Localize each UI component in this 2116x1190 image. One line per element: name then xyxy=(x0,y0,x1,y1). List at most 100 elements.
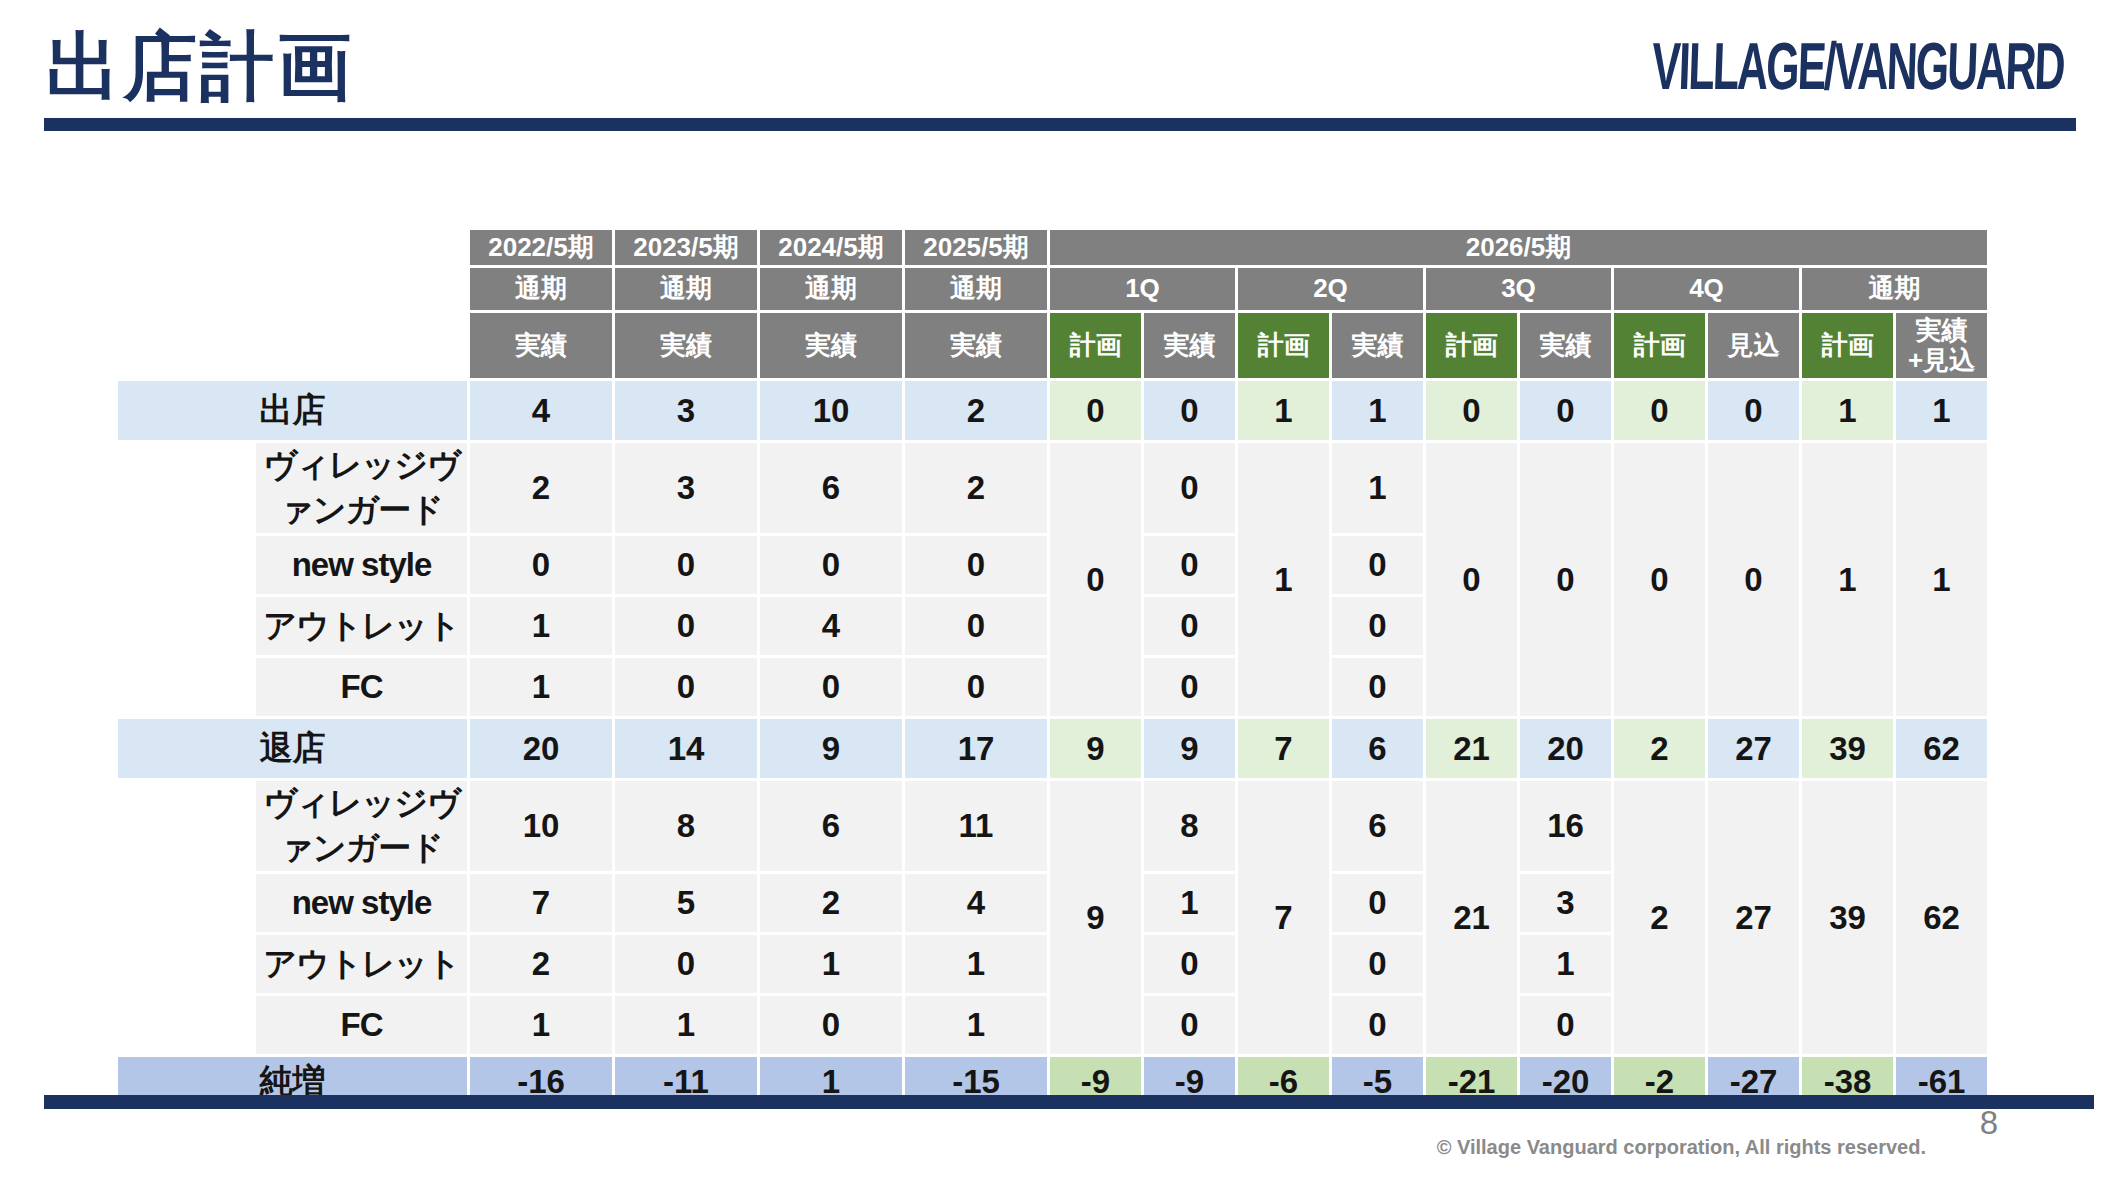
data-cell: 0 xyxy=(759,657,904,718)
data-cell: 9 xyxy=(1143,718,1237,780)
row-label-new-style: new style xyxy=(255,873,469,934)
col-header-fy2022: 2022/5期 xyxy=(469,229,614,267)
col-header-q3: 3Q xyxy=(1425,267,1613,312)
footer-rule xyxy=(44,1095,2094,1109)
col-header-plan: 計画 xyxy=(1801,312,1895,380)
row-label-fc: FC xyxy=(255,657,469,718)
data-cell: 1 xyxy=(1895,442,1989,718)
data-cell: 1 xyxy=(469,596,614,657)
col-header-fy2024: 2024/5期 xyxy=(759,229,904,267)
data-cell: 0 xyxy=(1049,442,1143,718)
data-cell: 0 xyxy=(1049,380,1143,442)
col-header-q1: 1Q xyxy=(1049,267,1237,312)
data-cell: 0 xyxy=(1519,380,1613,442)
data-cell: 27 xyxy=(1707,780,1801,1056)
data-cell: 4 xyxy=(759,596,904,657)
col-header-fy2025: 2025/5期 xyxy=(904,229,1049,267)
data-cell: 6 xyxy=(1331,780,1425,873)
data-cell: 20 xyxy=(469,718,614,780)
col-header-q2: 2Q xyxy=(1237,267,1425,312)
data-cell: 0 xyxy=(1519,442,1613,718)
data-cell: 0 xyxy=(1143,442,1237,535)
data-cell: 39 xyxy=(1801,718,1895,780)
data-cell: 7 xyxy=(469,873,614,934)
data-cell: 3 xyxy=(614,442,759,535)
data-cell: 5 xyxy=(614,873,759,934)
data-cell: 0 xyxy=(759,535,904,596)
data-cell: 1 xyxy=(904,995,1049,1056)
data-cell: 0 xyxy=(904,535,1049,596)
data-cell: 0 xyxy=(1707,380,1801,442)
data-cell: 0 xyxy=(1331,535,1425,596)
data-cell: 0 xyxy=(614,657,759,718)
data-cell: 21 xyxy=(1425,780,1519,1056)
col-header-actual-plus-forecast: 実績+見込 xyxy=(1895,312,1989,380)
data-cell: 14 xyxy=(614,718,759,780)
col-header-fy2026: 2026/5期 xyxy=(1049,229,1989,267)
data-cell: 7 xyxy=(1237,718,1331,780)
data-cell: 2 xyxy=(469,442,614,535)
col-header-actual: 実績 xyxy=(469,312,614,380)
col-header-actual: 実績 xyxy=(904,312,1049,380)
table-row: 2022/5期2023/5期2024/5期2025/5期2026/5期 xyxy=(117,229,1989,267)
col-header-full-year: 通期 xyxy=(469,267,614,312)
data-cell: 1 xyxy=(469,995,614,1056)
copyright-text: © Village Vanguard corporation, All righ… xyxy=(1437,1136,1926,1159)
col-header-plan: 計画 xyxy=(1237,312,1331,380)
data-cell: 0 xyxy=(614,934,759,995)
data-cell: 0 xyxy=(1143,535,1237,596)
col-header-actual: 実績 xyxy=(759,312,904,380)
data-cell: 1 xyxy=(469,657,614,718)
data-cell: 16 xyxy=(1519,780,1613,873)
data-cell: 7 xyxy=(1237,780,1331,1056)
data-cell: 1 xyxy=(1801,380,1895,442)
data-cell: 1 xyxy=(1331,380,1425,442)
data-cell: 0 xyxy=(1331,596,1425,657)
col-header-plan: 計画 xyxy=(1425,312,1519,380)
data-cell: 9 xyxy=(1049,780,1143,1056)
page-number: 8 xyxy=(1980,1104,1998,1142)
data-cell: 1 xyxy=(1519,934,1613,995)
village-vanguard-logo: VILLAGE/VANGUARD xyxy=(1651,29,2065,105)
row-label-fc: FC xyxy=(255,995,469,1056)
indent-spacer xyxy=(117,442,255,718)
data-cell: 0 xyxy=(1143,596,1237,657)
data-cell: 6 xyxy=(1331,718,1425,780)
col-header-forecast: 見込 xyxy=(1707,312,1801,380)
page-title: 出店計画 xyxy=(46,18,354,118)
col-header-fy2023: 2023/5期 xyxy=(614,229,759,267)
data-cell: 0 xyxy=(614,596,759,657)
data-cell: 0 xyxy=(1613,442,1707,718)
col-header-full-year: 通期 xyxy=(1801,267,1989,312)
data-cell: 1 xyxy=(1143,873,1237,934)
slide: 出店計画 VILLAGE/VANGUARD 2022/5期2023/5期2024… xyxy=(0,0,2116,1190)
row-label-closures: 退店 xyxy=(117,718,469,780)
data-cell: 1 xyxy=(614,995,759,1056)
data-cell: 0 xyxy=(1143,934,1237,995)
table-row: 退店2014917997621202273962 xyxy=(117,718,1989,780)
col-header-q4: 4Q xyxy=(1613,267,1801,312)
row-label-outlet: アウトレット xyxy=(255,596,469,657)
data-cell: 1 xyxy=(1237,380,1331,442)
col-header-plan: 計画 xyxy=(1049,312,1143,380)
data-cell: 2 xyxy=(904,442,1049,535)
data-cell: 6 xyxy=(759,442,904,535)
data-cell: 62 xyxy=(1895,780,1989,1056)
data-cell: 8 xyxy=(1143,780,1237,873)
data-cell: 0 xyxy=(1331,873,1425,934)
data-cell: 2 xyxy=(469,934,614,995)
data-cell: 62 xyxy=(1895,718,1989,780)
data-cell: 10 xyxy=(469,780,614,873)
data-cell: 1 xyxy=(1801,442,1895,718)
title-underline xyxy=(44,118,2076,131)
data-cell: 9 xyxy=(759,718,904,780)
data-cell: 9 xyxy=(1049,718,1143,780)
row-label-outlet: アウトレット xyxy=(255,934,469,995)
data-cell: 8 xyxy=(614,780,759,873)
col-header-actual: 実績 xyxy=(614,312,759,380)
col-header-full-year: 通期 xyxy=(904,267,1049,312)
table-row: ヴィレッジヴァンガード108611987621162273962 xyxy=(117,780,1989,873)
data-cell: 3 xyxy=(614,380,759,442)
row-label-village-vanguard: ヴィレッジヴァンガード xyxy=(255,780,469,873)
row-label-village-vanguard: ヴィレッジヴァンガード xyxy=(255,442,469,535)
